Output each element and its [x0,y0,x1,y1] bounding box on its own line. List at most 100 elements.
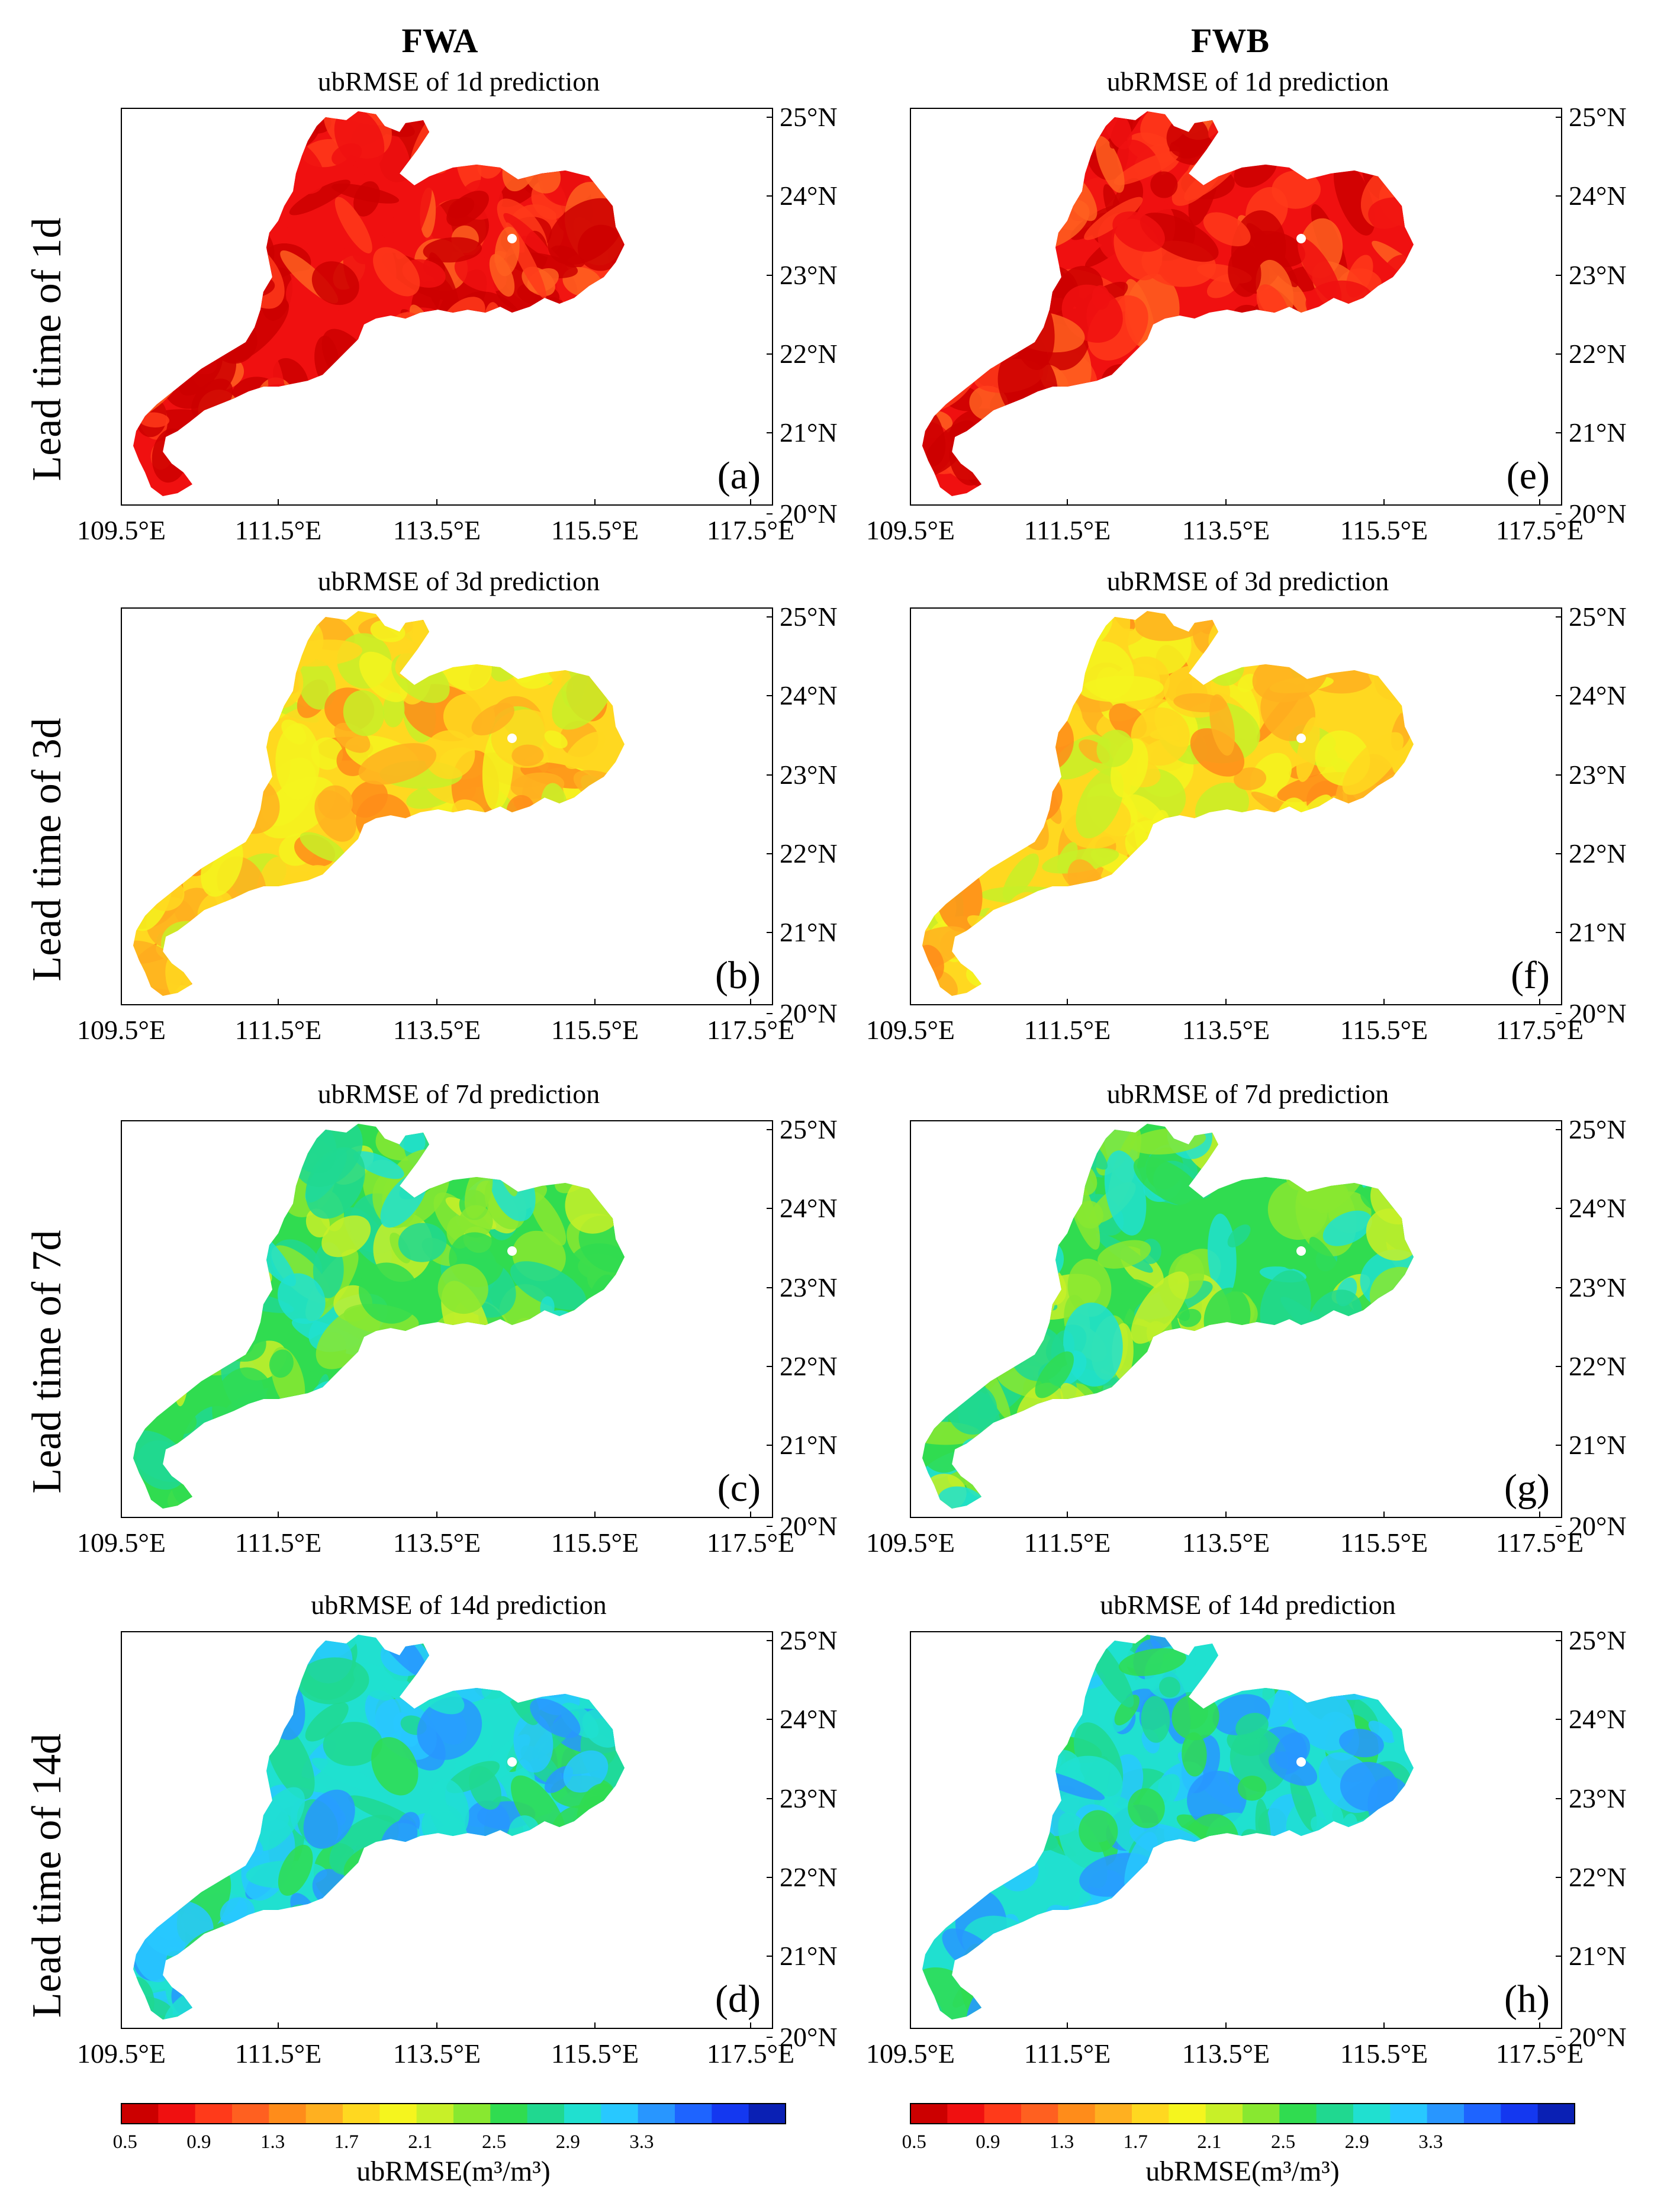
colorbar-swatch [712,2104,749,2124]
field-blotch [1128,1788,1165,1828]
colorbar-tick-label: 2.9 [556,2131,580,2153]
colorbar-tick-label: 2.5 [1271,2131,1295,2153]
field-blotch [359,1262,420,1324]
field-blotch [1096,729,1134,767]
x-tick-label: 113.5°E [1182,2038,1270,2069]
field-blotch [1237,674,1257,693]
field-blotch [133,940,182,996]
panel-title: ubRMSE of 7d prediction [318,1079,600,1109]
colorbar-swatch [1243,2104,1280,2124]
field-blotch [937,1486,986,1509]
y-tick-label: 25°N [1569,1625,1627,1655]
x-tick-label: 115.5°E [551,2038,639,2069]
panel-label: (c) [717,1467,761,1510]
colorbar-swatch [564,2104,601,2124]
colorbar-swatch [269,2104,307,2124]
field-gap [507,734,517,743]
x-tick-label: 115.5°E [551,1015,639,1045]
field-blotch [1228,247,1261,297]
y-tick-label: 20°N [1569,499,1627,529]
field-gap [1296,1757,1306,1767]
x-tick-label: 115.5°E [1340,2038,1428,2069]
colorbar-swatch [675,2104,712,2124]
field-blotch [1084,197,1143,240]
field-blotch [395,182,432,259]
colorbar-swatch [1353,2104,1391,2124]
column-header-fwa: FWA [402,21,478,60]
panel-label: (h) [1504,1977,1550,2021]
y-tick-label: 21°N [780,1941,838,1971]
field-blotch [564,731,606,769]
colorbar-tick-label: 1.7 [1124,2131,1148,2153]
panel-title: ubRMSE of 7d prediction [1107,1079,1389,1109]
field-blotch [1133,1156,1203,1207]
colorbar-swatch [490,2104,528,2124]
colorbar-swatch [453,2104,491,2124]
field-blotch [359,651,408,702]
y-tick-label: 20°N [780,2022,838,2052]
row-label-1d: Lead time of 1d [24,217,70,481]
colorbar-swatch [232,2104,269,2124]
y-tick-label: 24°N [1569,680,1627,710]
x-tick-label: 115.5°E [1340,1528,1428,1558]
y-tick-label: 23°N [1569,1272,1627,1303]
map-panels: ubRMSE of 1d prediction 109.5°E 111.5°E 113… [77,66,1627,2069]
field-blotch [1296,717,1320,782]
field-blotch [1290,1774,1317,1832]
field-blotch [1309,1237,1348,1299]
y-tick-label: 24°N [780,181,838,211]
colorbar-title: ubRMSE(m³/m³) [356,2156,550,2187]
field-blotch [1235,1713,1269,1740]
field-blotch [429,1779,469,1840]
y-tick-label: 24°N [780,1704,838,1734]
colorbar-swatch [1537,2104,1575,2124]
colorbar-swatch [121,2104,159,2124]
panel-label: (b) [715,954,761,997]
panel-title: ubRMSE of 3d prediction [318,566,600,596]
panel-title: ubRMSE of 14d prediction [1100,1590,1396,1620]
panel-label: (a) [717,454,761,497]
colorbar-swatch [601,2104,639,2124]
field-blotch [321,1215,371,1258]
colorbar: 0.5 0.9 1.3 1.7 2.1 2.5 2.9 3.3 ubRMSE(m³/m³) [113,2103,786,2187]
map-panel: ubRMSE of 7d prediction 109.5°E 111.5°E 113… [866,1079,1627,1558]
field-blotch [303,1789,355,1849]
field-blotch [311,1758,380,1792]
x-tick-label: 115.5°E [1340,515,1428,545]
x-tick-label: 115.5°E [551,515,639,545]
x-tick-label: 109.5°E [866,2038,955,2069]
field-blotch [1209,694,1235,756]
field-blotch [298,659,336,710]
field-blotch [1076,1201,1103,1229]
colorbar-tick-label: 0.9 [186,2131,211,2153]
field-blotch [469,1766,501,1810]
map-panel: ubRMSE of 3d prediction 109.5°E 111.5°E 113… [866,566,1627,1045]
field-blotch [353,181,380,217]
colorbar-swatch [1058,2104,1096,2124]
y-tick-label: 22°N [780,339,838,369]
x-tick-label: 113.5°E [1182,1528,1270,1558]
colorbar-tick-label: 2.9 [1345,2131,1369,2153]
colorbar-swatch [1095,2104,1132,2124]
field-blotch [323,1722,383,1766]
panel-title: ubRMSE of 1d prediction [318,66,600,97]
field-gap [1296,734,1306,743]
field-gap [1296,1246,1306,1256]
y-tick-label: 23°N [1569,760,1627,790]
map-panel: ubRMSE of 14d prediction 109.5°E 111.5°E 11… [866,1590,1627,2069]
colorbar-tick-label: 1.3 [260,2131,285,2153]
field-blotch [1263,242,1286,259]
y-tick-label: 21°N [780,417,838,448]
field-blotch [1272,170,1321,209]
y-tick-label: 22°N [1569,1351,1627,1381]
colorbar-tick-label: 2.1 [1197,2131,1221,2153]
y-tick-label: 20°N [1569,998,1627,1028]
field-blotch [334,197,372,254]
x-tick-label: 113.5°E [1182,1015,1270,1045]
colorbar-swatch [910,2104,948,2124]
colorbar-tick-label: 3.3 [1418,2131,1443,2153]
x-tick-label: 109.5°E [866,1015,955,1045]
y-tick-label: 20°N [1569,1511,1627,1541]
colorbar-swatch [984,2104,1022,2124]
